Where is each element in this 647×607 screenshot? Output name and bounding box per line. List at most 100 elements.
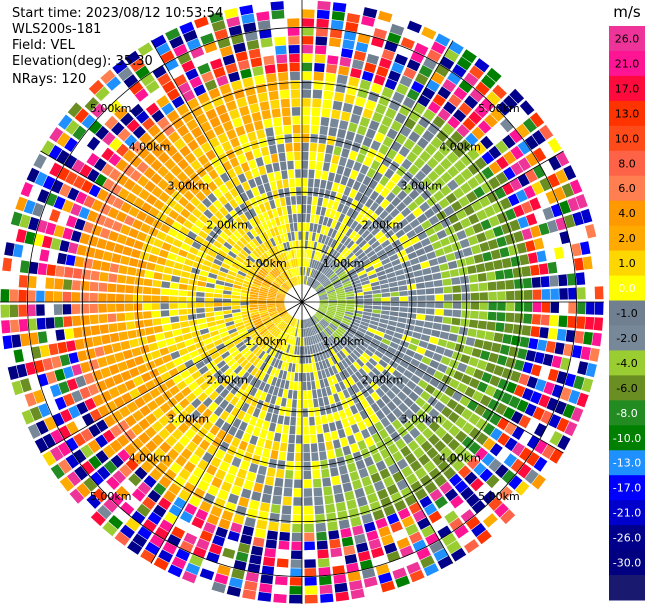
velocity-gate [377,124,389,135]
velocity-gate [268,458,277,469]
velocity-gate [250,367,259,376]
velocity-gate [548,155,562,171]
velocity-gate [335,288,345,293]
velocity-gate [341,320,351,326]
velocity-gate [344,313,353,318]
velocity-gate [492,388,505,401]
velocity-gate [523,313,533,324]
velocity-gate [83,195,96,209]
velocity-gate [356,381,365,391]
velocity-gate [116,143,129,157]
velocity-gate [381,257,391,266]
colorbar-swatch [609,125,645,152]
velocity-gate [36,290,45,302]
velocity-gate [303,470,312,480]
velocity-gate [304,249,307,258]
velocity-gate [387,32,402,44]
velocity-gate [127,266,137,276]
velocity-gate [381,297,391,302]
velocity-gate [268,310,278,315]
velocity-gate [261,282,271,288]
velocity-gate [489,443,503,457]
velocity-gate [280,311,288,318]
velocity-gate [371,240,381,250]
velocity-gate [50,179,64,194]
velocity-gate [444,137,458,150]
velocity-gate [128,473,142,487]
velocity-gate [330,430,339,441]
velocity-gate [425,288,435,295]
velocity-gate [263,484,273,495]
velocity-gate [400,486,413,499]
velocity-gate [521,228,533,241]
velocity-gate [156,95,170,108]
velocity-gate [136,210,148,222]
velocity-gate [201,71,214,83]
velocity-gate [134,320,145,329]
velocity-gate [150,246,161,256]
velocity-gate [87,383,100,396]
velocity-gate [402,171,414,183]
velocity-gate [384,78,398,91]
velocity-gate [290,568,302,577]
velocity-gate [470,292,480,301]
colorbar-swatch [609,400,645,426]
velocity-gate [303,426,309,435]
velocity-gate [407,284,417,290]
velocity-gate [563,343,574,357]
velocity-gate [83,372,95,385]
velocity-gate [306,213,311,223]
velocity-gate [99,272,109,282]
velocity-gate [219,441,230,452]
velocity-gate [244,150,254,161]
velocity-gate [246,352,255,361]
velocity-gate [191,370,202,380]
velocity-gate [352,161,362,172]
velocity-gate [321,387,328,397]
velocity-gate [120,501,135,516]
velocity-gate [389,341,399,350]
velocity-gate [267,305,276,308]
velocity-gate [277,321,285,328]
velocity-gate [337,510,349,521]
velocity-gate [235,51,248,62]
velocity-gate [58,459,72,474]
velocity-gate [454,524,469,539]
velocity-gate [175,255,186,264]
velocity-gate [196,313,206,319]
velocity-gate [378,373,388,383]
velocity-gate [255,359,264,369]
velocity-gate [467,162,480,176]
velocity-gate [65,171,78,186]
velocity-gate [151,303,161,310]
velocity-gate [319,321,326,329]
velocity-gate [252,346,261,355]
velocity-gate [326,289,336,294]
velocity-gate [406,88,420,101]
velocity-gate [466,456,480,470]
velocity-gate [488,352,499,364]
velocity-gate [21,409,35,425]
velocity-gate [281,107,291,117]
velocity-gate [343,167,352,178]
velocity-gate [451,277,461,285]
velocity-gate [179,226,190,236]
velocity-gate [474,104,489,119]
velocity-gate [294,479,302,488]
velocity-gate [320,277,328,284]
velocity-gate [336,307,346,311]
velocity-gate [369,413,380,424]
velocity-gate [406,364,417,374]
velocity-gate [232,312,242,317]
velocity-gate [350,338,360,346]
velocity-gate [102,131,116,146]
velocity-gate [120,524,135,539]
velocity-gate [464,471,478,485]
velocity-gate [108,364,120,375]
velocity-gate [397,507,411,520]
velocity-gate [255,235,263,245]
velocity-gate [45,317,55,329]
range-ring-label: 5.00km [478,102,520,115]
velocity-gate [253,215,261,226]
velocity-gate [372,293,382,298]
